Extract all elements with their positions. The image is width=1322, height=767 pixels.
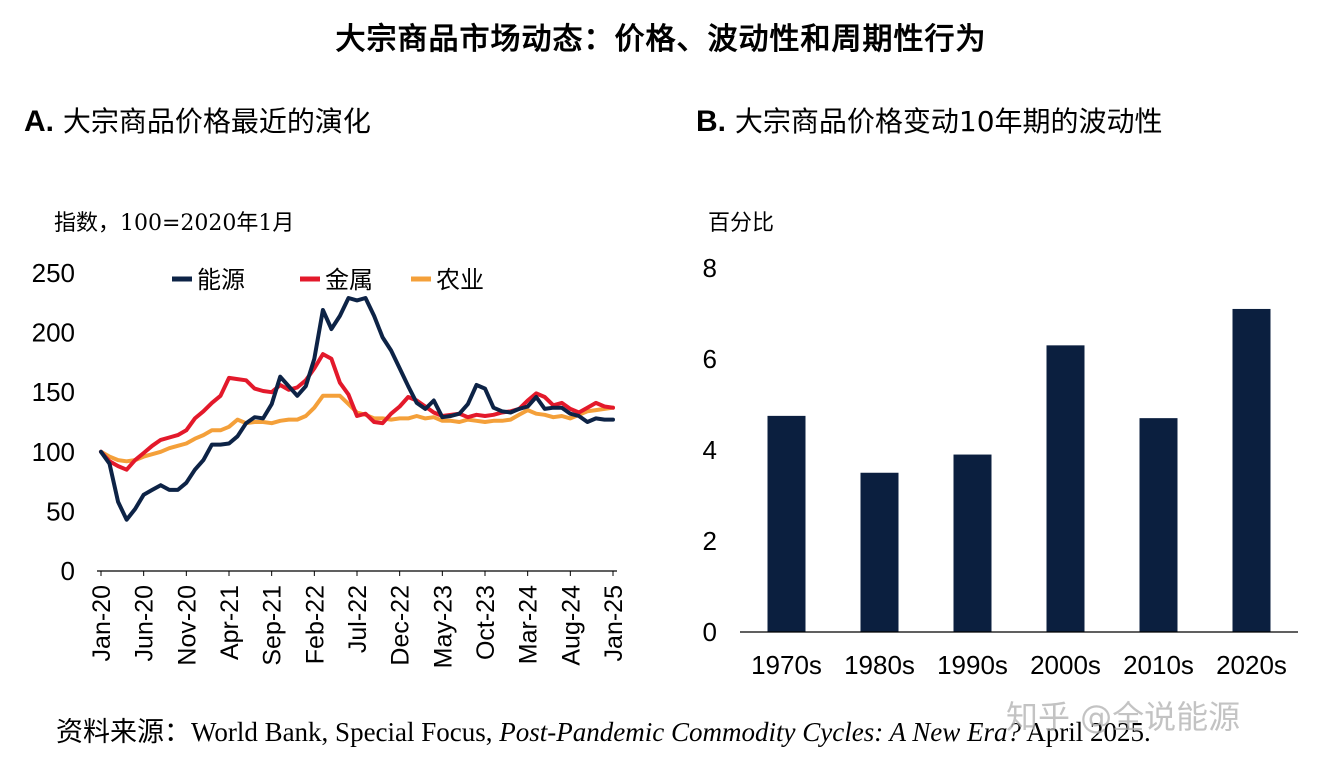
bar-category-label-0: 1970s (751, 650, 822, 680)
legend-label-energy: 能源 (197, 266, 245, 294)
legend-label-agriculture: 农业 (436, 266, 484, 294)
y-tick-label-5: 250 (32, 258, 75, 288)
source-italic: Post-Pandemic Commodity Cycles: A New Er… (499, 717, 1021, 747)
bar-2000s (1046, 345, 1085, 632)
y-tick-label-2: 100 (32, 437, 75, 467)
panel-a-title: A. 大宗商品价格最近的演化 (24, 100, 371, 140)
legend-label-metals: 金属 (325, 266, 373, 294)
watermark: 知乎 @全说能源 (1006, 698, 1241, 736)
bar-2010s (1139, 418, 1178, 632)
x-tick-label-1: Jun-20 (131, 585, 159, 661)
x-tick-label-3: Apr-21 (216, 585, 244, 660)
source-suffix: April 2025. (1020, 717, 1151, 747)
y-tick-label-4: 200 (32, 318, 75, 348)
x-tick-label-9: Oct-23 (472, 585, 500, 660)
bar-2020s (1232, 308, 1271, 632)
bar-category-label-3: 2000s (1030, 650, 1101, 680)
x-tick-label-4: Sep-21 (259, 585, 287, 666)
x-tick-label-8: May-23 (429, 585, 457, 668)
source-note: 资料来源：World Bank, Special Focus, Post-Pan… (56, 710, 1151, 749)
x-tick-label-10: Mar-24 (515, 585, 543, 664)
source-prefix: 资料来源：World Bank, Special Focus, (56, 717, 500, 747)
panel-a-title-text: 大宗商品价格最近的演化 (62, 105, 371, 138)
bar-1980s (860, 472, 899, 632)
x-tick-label-12: Jan-25 (600, 585, 628, 661)
bar-1970s (767, 415, 806, 632)
bar-y-tick-label-4: 8 (703, 253, 717, 283)
panel-b-title-text: 大宗商品价格变动10年期的波动性 (734, 105, 1163, 138)
series-line-metals (99, 352, 615, 472)
y-tick-label-1: 50 (46, 496, 75, 526)
x-tick-label-7: Dec-22 (387, 585, 415, 666)
y-tick-label-3: 150 (32, 377, 75, 407)
main-title: 大宗商品市场动态：价格、波动性和周期性行为 (335, 22, 987, 57)
panel-b-title: B. 大宗商品价格变动10年期的波动性 (696, 100, 1163, 140)
y-tick-label-0: 0 (61, 556, 75, 586)
panel-b-letter: B. (696, 105, 726, 138)
bar-category-label-2: 1990s (937, 650, 1008, 680)
panel-a-unit: 指数，100=2020年1月 (54, 211, 295, 236)
panel-b-unit: 百分比 (708, 211, 775, 236)
line-chart: 0 50 100 150 200 250 Jan-20 Jun-20 Nov-20 Apr-21 S… (32, 258, 628, 668)
bar-category-label-5: 2020s (1216, 650, 1287, 680)
x-tick-label-5: Feb-22 (301, 585, 329, 664)
x-tick-label-0: Jan-20 (88, 585, 116, 661)
bar-1990s (953, 454, 992, 632)
bar-y-tick-label-3: 6 (703, 344, 717, 374)
bar-y-tick-label-2: 4 (703, 435, 717, 465)
x-tick-label-11: Aug-24 (557, 585, 585, 666)
x-tick-label-6: Jul-22 (344, 585, 372, 653)
bar-y-tick-label-0: 0 (703, 617, 717, 647)
series-line-energy (99, 296, 615, 522)
bar-category-label-1: 1980s (844, 650, 915, 680)
x-tick-label-2: Nov-20 (173, 585, 201, 666)
bar-y-tick-label-1: 2 (703, 526, 717, 556)
series-line-agriculture (99, 393, 615, 464)
bar-chart: 0 2 4 6 8 1970s 1980s 1990s 2000s 2010s 2020s (703, 253, 1298, 680)
panel-a-letter: A. (24, 105, 54, 138)
bar-category-label-4: 2010s (1123, 650, 1194, 680)
